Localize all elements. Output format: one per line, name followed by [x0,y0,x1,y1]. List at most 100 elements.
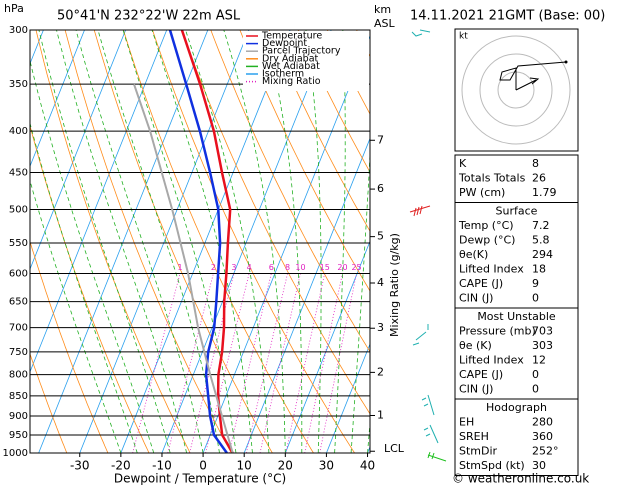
y-tick-label: 600 [9,269,28,280]
row-value: 360 [532,430,553,443]
section-title: Hodograph [486,401,547,414]
mixing-ratio-label: 25 [351,263,361,272]
row-value: 18 [532,263,546,276]
row-value: 303 [532,339,553,352]
y-tick-label: 750 [9,347,28,358]
mixing-ratio-line [189,273,235,453]
row-value: 252° [532,445,559,458]
dry-adiabat [152,30,355,453]
row-label: CIN (J) [459,292,493,305]
isotherm [30,30,127,271]
barb [412,324,429,346]
barb [427,451,447,462]
y-unit: hPa [4,2,24,15]
legend-box [243,31,369,91]
y2-unit: ASL [374,17,396,30]
barb [421,394,435,416]
barb [409,205,431,217]
y-tick-label: 1000 [3,448,28,459]
y-tick-label: 350 [9,79,28,90]
wet-adiabat [38,30,171,453]
date: 14.11.2021 21GMT (Base: 00) [410,9,605,24]
x-tick-label: -30 [70,459,90,473]
dry-adiabat [210,30,370,353]
y2-tick-label: 2 [377,365,384,378]
y-tick-label: 700 [9,323,28,334]
y-tick-label: 450 [9,167,28,178]
section-title: Most Unstable [477,310,556,323]
row-label: SREH [459,430,489,443]
row-label: Pressure (mb) [459,325,536,338]
y-tick-label: 950 [9,430,28,441]
mixing-ratio-line [167,273,214,453]
wet-adiabat [185,30,270,453]
row-label: K [459,157,467,170]
plot-frame [29,29,371,454]
row-label: Temp (°C) [458,219,514,232]
isotherm [30,30,85,168]
x-axis-label: Dewpoint / Temperature (°C) [114,472,286,486]
barb [423,424,439,444]
x-tick-label: -20 [111,459,131,473]
row-value: 5.8 [532,234,550,247]
y2-tick-label: 4 [377,276,384,289]
reference-lines [30,30,370,453]
row-value: 703 [532,325,553,338]
row-label: StmDir [459,445,498,458]
row-label: PW (cm) [459,186,505,199]
mixing-ratio-line [205,273,250,453]
wet-adiabat [30,121,138,453]
legend-label: Dewpoint [262,38,307,49]
dry-adiabat [297,30,370,173]
legend-label: Wet Adiabat [262,61,320,72]
legend-label: Parcel Trajectory [262,46,341,57]
mixing-ratio-line [245,273,288,453]
row-label: CAPE (J) [459,277,503,290]
hodograph-trace [499,61,567,90]
row-label: Lifted Index [459,263,524,276]
row-value: 0 [532,368,539,381]
y2-axis-label: Mixing Ratio (g/kg) [388,233,401,337]
row-label: Dewp (°C) [459,234,515,247]
wet-adiabat [151,30,253,453]
profiles [133,30,234,453]
profile-line [168,30,228,453]
isotherm [284,240,370,453]
dry-adiabat [239,30,370,292]
x-tick-label: 40 [360,459,375,473]
y-tick-label: 850 [9,391,28,402]
dry-adiabat [30,240,109,453]
wet-adiabat [223,30,286,453]
barb [411,29,431,37]
isotherm [326,343,370,453]
legend-label: Temperature [261,31,322,42]
row-label: CAPE (J) [459,368,503,381]
x-tick-label: -10 [152,459,172,473]
dry-adiabat [268,30,370,232]
ring [479,53,553,127]
row-value: 7.2 [532,219,550,232]
mixing-ratio-label: 20 [337,263,347,272]
mixing-ratio-line [228,273,272,453]
row-value: 280 [532,416,553,429]
row-value: 30 [532,459,546,472]
mixing-ratio-label: 2 [211,263,216,272]
section-title: Surface [496,205,538,218]
mixing-ratio-label: 6 [269,263,274,272]
row-label: StmSpd (kt) [459,459,525,472]
hodo-unit: kt [459,32,468,42]
x-tick-label: 20 [278,459,293,473]
storm-motion [515,77,540,91]
mixing-ratio-label: 4 [247,263,252,272]
ring [461,35,571,145]
mixing-ratio-label: 15 [320,263,330,272]
mixing-ratio-line [285,273,326,453]
wet-adiabat [350,146,370,453]
wet-adiabat [264,30,303,453]
y2-tick-label: 6 [377,182,384,195]
y-tick-label: 800 [9,370,28,381]
row-value: 1.79 [532,186,557,199]
dry-adiabat [30,124,150,453]
y2-tick-label: 7 [377,133,384,146]
